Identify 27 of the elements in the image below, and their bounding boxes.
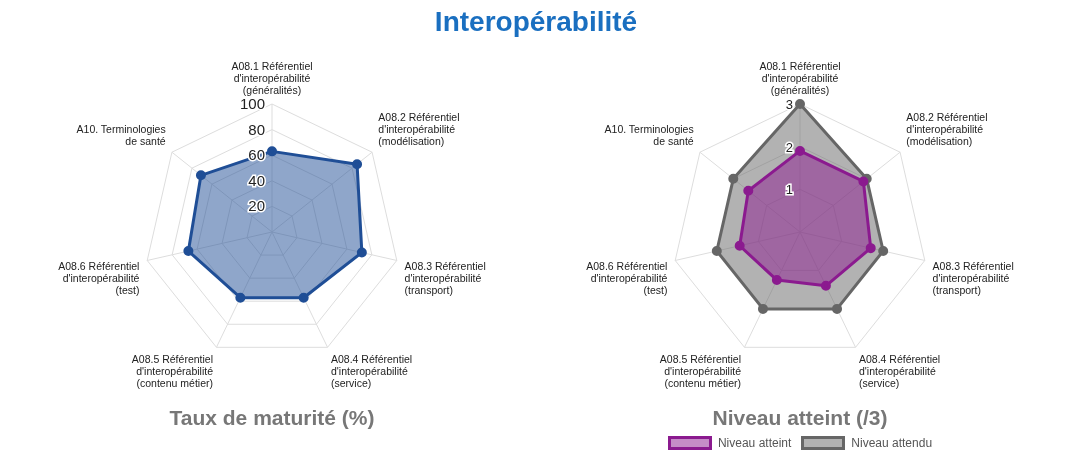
spoke-label: A08.6 Référentiel d'interopérabilité (test) xyxy=(58,260,140,297)
y-tick-label: 100 xyxy=(239,95,265,112)
text: Niveau atteint (/3) xyxy=(711,406,889,430)
y-tick-label: 40 xyxy=(248,171,265,189)
y-tick-label: 1 xyxy=(785,182,793,198)
spoke-label: A08.3 Référentiel d'interopérabilité (transport) xyxy=(404,260,486,297)
spoke-label: A08.4 Référentiel d'interopérabilité (service) xyxy=(331,352,413,389)
spoke-label: A08.5 Référentiel d'interopérabilité (contenu métier) xyxy=(659,352,742,389)
spoke-label: A10. Terminologies de santé xyxy=(76,123,166,148)
spoke-label: A08.4 Référentiel d'interopérabilité (service) xyxy=(859,352,941,389)
spoke-label: A08.3 Référentiel d'interopérabilité (transport) xyxy=(932,260,1014,297)
spoke-label: A08.2 Référentiel d'interopérabilité (modélisation) xyxy=(906,111,988,148)
text: Interopérabilité xyxy=(433,6,639,38)
y-tick-label: 60 xyxy=(248,146,265,164)
spoke-label: A08.2 Référentiel d'interopérabilité (modélisation) xyxy=(378,111,460,148)
legend-label: Niveau atteint xyxy=(717,436,792,450)
legend-label: Niveau attendu xyxy=(851,436,933,450)
spoke-label: A10. Terminologies de santé xyxy=(604,123,694,148)
y-tick-label: 20 xyxy=(248,197,265,215)
spoke-label: A08.6 Référentiel d'interopérabilité (test) xyxy=(586,260,668,297)
y-tick-label: 80 xyxy=(248,120,265,138)
spoke-label: A08.1 Référentiel d'interopérabilité (généralités) xyxy=(759,60,841,96)
spoke-label: A08.5 Référentiel d'interopérabilité (contenu métier) xyxy=(131,352,214,389)
text: Taux de maturité (%) xyxy=(168,406,376,430)
y-tick-label: 2 xyxy=(785,139,793,155)
y-tick-label: 3 xyxy=(785,97,793,112)
spoke-label: A08.1 Référentiel d'interopérabilité (généralités) xyxy=(231,60,313,96)
